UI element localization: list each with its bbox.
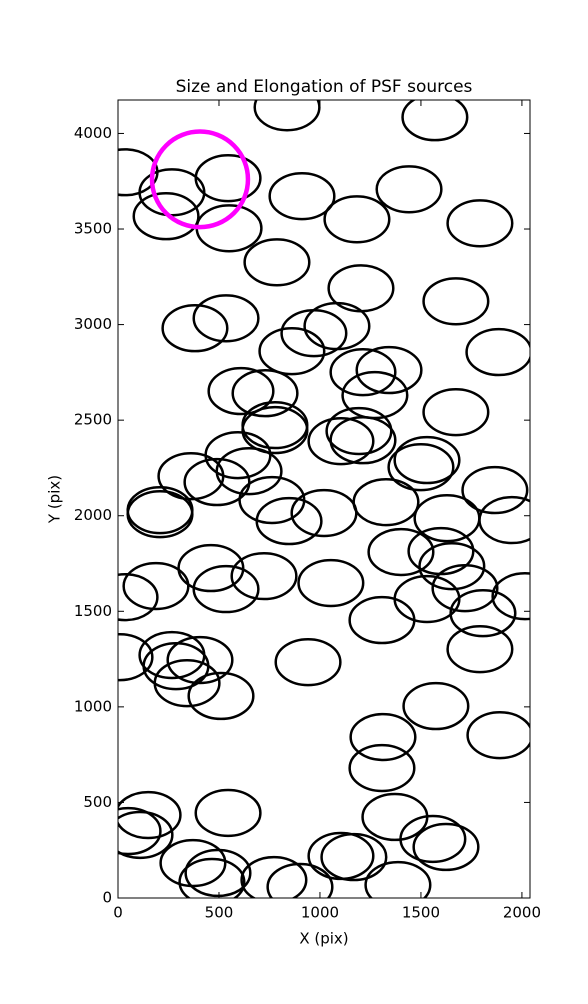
x-tick-label: 2000 — [503, 904, 541, 922]
psf-ellipse — [184, 848, 252, 898]
psf-ellipse — [240, 855, 308, 898]
psf-ellipse — [118, 810, 174, 860]
psf-ellipse — [178, 857, 246, 898]
psf-ellipse — [118, 572, 159, 622]
psf-ellipse — [241, 400, 309, 450]
y-tick-label: 0 — [102, 889, 112, 907]
y-tick-label: 2000 — [74, 506, 112, 524]
psf-ellipse — [393, 435, 461, 485]
psf-ellipse — [118, 632, 154, 682]
psf-ellipse — [231, 369, 299, 418]
psf-ellipse — [307, 416, 375, 466]
psf-ellipse — [446, 199, 514, 248]
psf-ellipse — [194, 788, 262, 838]
axes-frame — [117, 99, 531, 899]
y-tick-label: 1500 — [74, 602, 112, 620]
psf-ellipse — [255, 496, 323, 546]
psf-ellipse — [258, 326, 326, 376]
chart-title: Size and Elongation of PSF sources — [176, 77, 473, 97]
y-tick-label: 3500 — [74, 220, 112, 238]
psf-ellipse — [187, 671, 255, 721]
psf-ellipse — [126, 490, 194, 539]
x-tick-label: 0 — [113, 904, 123, 922]
psf-ellipse — [138, 168, 206, 217]
psf-ellipse — [194, 153, 262, 203]
psf-ellipse — [253, 100, 321, 132]
psf-ellipse — [387, 442, 455, 492]
psf-ellipse — [449, 589, 517, 638]
psf-ellipse — [478, 495, 530, 545]
psf-ellipse — [307, 831, 375, 881]
psf-ellipse — [323, 195, 391, 244]
psf-ellipse — [446, 624, 514, 674]
psf-ellipse — [422, 387, 490, 437]
psf-ellipse — [320, 832, 388, 882]
psf-ellipse — [266, 862, 334, 898]
y-tick-label: 1000 — [74, 697, 112, 715]
y-tick-label: 4000 — [74, 124, 112, 142]
psf-ellipse — [367, 527, 435, 577]
psf-ellipse — [183, 457, 251, 507]
plot-area — [118, 100, 530, 898]
psf-ellipse — [204, 430, 272, 480]
psf-ellipse — [230, 551, 298, 601]
psf-ellipse — [361, 792, 429, 842]
psf-ellipse — [157, 451, 225, 501]
psf-ellipse — [118, 790, 182, 840]
psf-ellipse — [192, 564, 260, 614]
psf-ellipse — [401, 100, 469, 142]
psf-ellipse — [466, 710, 530, 760]
psf-ellipse — [153, 658, 221, 708]
psf-ellipse — [297, 558, 365, 608]
psf-ellipse — [348, 743, 416, 793]
psf-ellipse — [375, 165, 443, 214]
psf-ellipse — [132, 192, 200, 241]
psf-ellipse — [352, 477, 420, 527]
psf-ellipse — [355, 345, 423, 395]
psf-ellipse — [192, 294, 260, 343]
x-axis-label: X (pix) — [299, 930, 348, 948]
psf-ellipse — [364, 860, 432, 898]
psf-ellipse — [126, 485, 194, 535]
psf-ellipse — [241, 405, 309, 455]
x-tick-label: 1500 — [402, 904, 440, 922]
highlight-circle — [149, 129, 251, 230]
psf-ellipse — [290, 488, 358, 538]
psf-ellipse — [349, 712, 417, 762]
psf-ellipse — [491, 572, 530, 621]
psf-ellipse — [399, 814, 467, 864]
psf-ellipse — [274, 637, 342, 687]
psf-ellipse — [280, 309, 348, 358]
psf-ellipse — [431, 563, 499, 613]
psf-ellipse — [207, 366, 275, 416]
psf-ellipse — [238, 475, 306, 525]
psf-ellipse — [118, 806, 162, 856]
y-axis-label: Y (pix) — [46, 475, 64, 524]
psf-ellipse — [268, 171, 336, 221]
y-tick-label: 3000 — [74, 315, 112, 333]
x-tick-label: 500 — [205, 904, 234, 922]
psf-ellipse — [465, 327, 530, 377]
psf-ellipse — [243, 238, 311, 287]
x-tick-label: 1000 — [301, 904, 339, 922]
psf-ellipse — [418, 541, 486, 591]
psf-ellipse — [348, 595, 416, 645]
psf-ellipse — [412, 822, 480, 872]
psf-ellipse — [118, 148, 159, 197]
psf-ellipse — [413, 494, 481, 543]
psf-ellipse — [161, 304, 229, 353]
psf-ellipse — [329, 416, 397, 465]
y-tick-label: 2500 — [74, 411, 112, 429]
psf-ellipse — [122, 561, 190, 611]
psf-ellipse — [422, 277, 490, 326]
psf-ellipse — [329, 347, 397, 397]
psf-ellipse — [215, 447, 283, 496]
y-tick-label: 500 — [83, 793, 112, 811]
psf-ellipse — [402, 681, 470, 731]
psf-ellipse — [177, 543, 245, 593]
psf-ellipse — [461, 465, 529, 515]
psf-ellipse — [166, 635, 234, 685]
